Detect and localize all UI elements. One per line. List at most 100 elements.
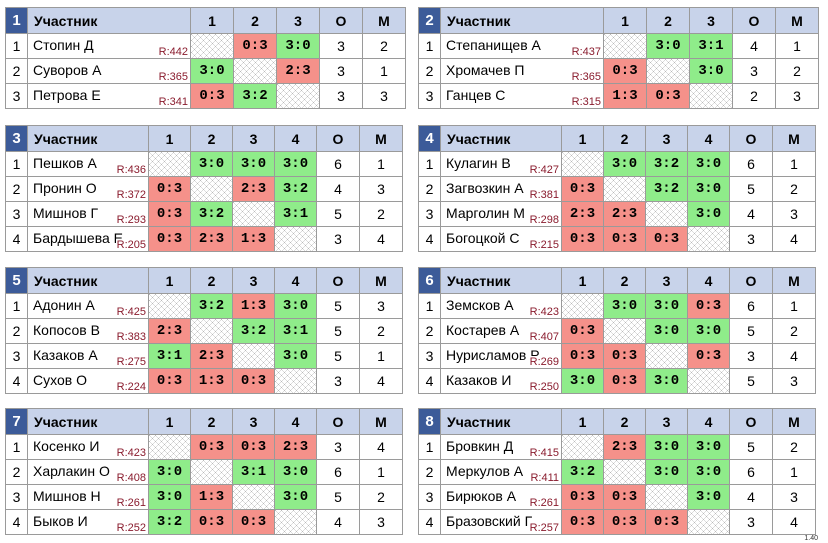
group-table: 1 Участник 1 2 3 О М 1 Стопин Д R:442 0:3 3:0 3 2 2 Сув… bbox=[5, 7, 406, 109]
player-rating: R:442 bbox=[157, 46, 188, 58]
match-loss-cell: 1:3 bbox=[232, 293, 275, 319]
self-cell bbox=[561, 151, 604, 177]
player-cell[interactable]: Бирюков А R:261 bbox=[440, 484, 562, 510]
player-row: 1 Стопин Д R:442 0:3 3:0 3 2 bbox=[5, 33, 406, 59]
player-points: 4 bbox=[316, 509, 360, 535]
player-cell[interactable]: Пронин О R:372 bbox=[27, 176, 149, 202]
player-cell[interactable]: Марголин М R:298 bbox=[440, 201, 562, 227]
player-points: 3 bbox=[729, 509, 773, 535]
player-points: 5 bbox=[316, 484, 360, 510]
player-number: 4 bbox=[5, 509, 28, 535]
group-table: 3 Участник 1 2 3 4 О М 1 Пешков А R:436 3:0 3:0 3:0 6 1… bbox=[5, 125, 403, 252]
match-loss-cell: 0:3 bbox=[687, 343, 730, 369]
player-cell[interactable]: Кулагин В R:427 bbox=[440, 151, 562, 177]
header-opponent-number: 3 bbox=[232, 125, 275, 152]
player-rating: R:365 bbox=[157, 71, 188, 83]
player-place: 3 bbox=[772, 484, 816, 510]
player-cell[interactable]: Петрова Е R:341 bbox=[27, 83, 191, 109]
match-win-cell: 3:0 bbox=[148, 459, 191, 485]
group-table: 2 Участник 1 2 3 О М 1 Степанищев А R:437 3:0 3:1 4 1… bbox=[418, 7, 819, 109]
player-number: 2 bbox=[418, 459, 441, 485]
player-points: 3 bbox=[316, 226, 360, 252]
player-cell[interactable]: Пешков А R:436 bbox=[27, 151, 149, 177]
player-cell[interactable]: Косенко И R:423 bbox=[27, 434, 149, 460]
match-loss-cell: 0:3 bbox=[148, 368, 191, 394]
match-win-cell: 3:1 bbox=[148, 343, 191, 369]
match-win-cell: 3:0 bbox=[190, 151, 233, 177]
match-win-cell: 3:0 bbox=[274, 459, 317, 485]
group-header-row: 2 Участник 1 2 3 О М bbox=[418, 7, 819, 34]
player-rating: R:372 bbox=[115, 189, 146, 201]
player-place: 2 bbox=[772, 176, 816, 202]
player-number: 2 bbox=[5, 176, 28, 202]
header-player: Участник bbox=[440, 267, 562, 294]
match-win-cell: 3:0 bbox=[687, 484, 730, 510]
player-cell[interactable]: Меркулов А R:411 bbox=[440, 459, 562, 485]
player-cell[interactable]: Степанищев А R:437 bbox=[440, 33, 604, 59]
player-cell[interactable]: Бровкин Д R:415 bbox=[440, 434, 562, 460]
match-win-cell: 3:0 bbox=[687, 434, 730, 460]
player-row: 3 Мишнов Г R:293 0:3 3:2 3:1 5 2 bbox=[5, 201, 403, 227]
header-player: Участник bbox=[440, 408, 562, 435]
match-loss-cell: 0:3 bbox=[232, 434, 275, 460]
player-cell[interactable]: Копосов В R:383 bbox=[27, 318, 149, 344]
header-points: О bbox=[316, 267, 360, 294]
match-win-cell: 3:1 bbox=[274, 201, 317, 227]
player-rating: R:269 bbox=[528, 356, 559, 368]
player-row: 1 Косенко И R:423 0:3 0:3 2:3 3 4 bbox=[5, 434, 403, 460]
player-row: 3 Марголин М R:298 2:3 2:3 3:0 4 3 bbox=[418, 201, 816, 227]
player-rating: R:293 bbox=[115, 214, 146, 226]
header-opponent-number: 3 bbox=[645, 408, 688, 435]
player-row: 4 Быков И R:252 3:2 0:3 0:3 4 3 bbox=[5, 509, 403, 535]
player-cell[interactable]: Хромачев П R:365 bbox=[440, 58, 604, 84]
player-cell[interactable]: Стопин Д R:442 bbox=[27, 33, 191, 59]
player-cell[interactable]: Мишнов Н R:261 bbox=[27, 484, 149, 510]
player-points: 2 bbox=[732, 83, 776, 109]
player-cell[interactable]: Быков И R:252 bbox=[27, 509, 149, 535]
match-win-cell: 3:0 bbox=[645, 318, 688, 344]
player-cell[interactable]: Загвозкин А R:381 bbox=[440, 176, 562, 202]
group-number: 2 bbox=[418, 7, 441, 34]
match-loss-cell: 0:3 bbox=[233, 33, 277, 59]
player-number: 2 bbox=[5, 58, 28, 84]
player-cell[interactable]: Харлакин О R:408 bbox=[27, 459, 149, 485]
player-name: Мишнов Н bbox=[33, 488, 101, 504]
player-cell[interactable]: Казаков И R:250 bbox=[440, 368, 562, 394]
self-cell bbox=[232, 201, 275, 227]
player-cell[interactable]: Бардышева Е R:205 bbox=[27, 226, 149, 252]
player-place: 1 bbox=[772, 151, 816, 177]
player-place: 1 bbox=[359, 343, 403, 369]
player-cell[interactable]: Ганцев С R:315 bbox=[440, 83, 604, 109]
match-win-cell: 3:2 bbox=[148, 509, 191, 535]
player-name: Сухов О bbox=[33, 372, 87, 388]
self-cell bbox=[561, 293, 604, 319]
player-cell[interactable]: Богоцкой С R:215 bbox=[440, 226, 562, 252]
player-cell[interactable]: Земсков А R:423 bbox=[440, 293, 562, 319]
player-cell[interactable]: Нурисламов Р R:269 bbox=[440, 343, 562, 369]
group-table: 4 Участник 1 2 3 4 О М 1 Кулагин В R:427 3:0 3:2 3:0 6… bbox=[418, 125, 816, 252]
player-points: 6 bbox=[729, 293, 773, 319]
player-place: 2 bbox=[359, 484, 403, 510]
player-cell[interactable]: Казаков А R:275 bbox=[27, 343, 149, 369]
player-cell[interactable]: Суворов А R:365 bbox=[27, 58, 191, 84]
player-number: 2 bbox=[5, 459, 28, 485]
player-rating: R:365 bbox=[570, 71, 601, 83]
player-cell[interactable]: Адонин А R:425 bbox=[27, 293, 149, 319]
player-number: 3 bbox=[418, 201, 441, 227]
player-place: 3 bbox=[362, 83, 406, 109]
player-points: 6 bbox=[729, 151, 773, 177]
player-cell[interactable]: Мишнов Г R:293 bbox=[27, 201, 149, 227]
match-loss-cell: 0:3 bbox=[603, 343, 646, 369]
player-rating: R:437 bbox=[570, 46, 601, 58]
player-place: 4 bbox=[772, 343, 816, 369]
player-cell[interactable]: Бразовский Г R:257 bbox=[440, 509, 562, 535]
player-cell[interactable]: Сухов О R:224 bbox=[27, 368, 149, 394]
player-row: 4 Казаков И R:250 3:0 0:3 3:0 5 3 bbox=[418, 368, 816, 394]
player-number: 1 bbox=[418, 151, 441, 177]
player-rating: R:205 bbox=[115, 239, 146, 251]
header-opponent-number: 1 bbox=[148, 125, 191, 152]
player-place: 3 bbox=[359, 176, 403, 202]
player-cell[interactable]: Костарев А R:407 bbox=[440, 318, 562, 344]
match-loss-cell: 2:3 bbox=[148, 318, 191, 344]
match-win-cell: 3:0 bbox=[274, 151, 317, 177]
